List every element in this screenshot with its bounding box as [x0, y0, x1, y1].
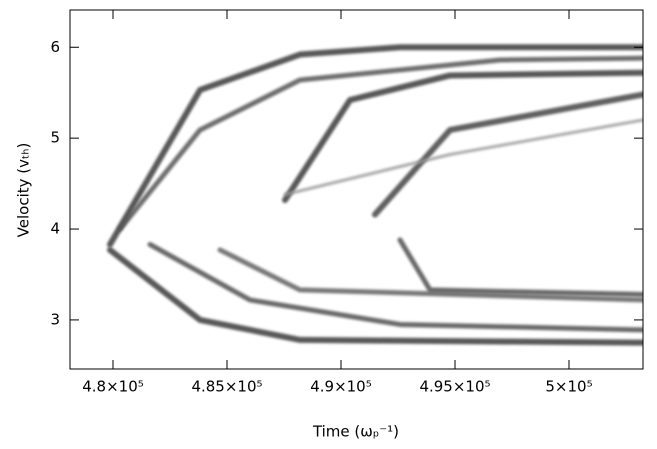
x-tick-label: 4.8×10⁵	[82, 378, 144, 396]
y-axis-label: Velocity (vₜₕ)	[15, 143, 33, 238]
x-axis-label: Time (ωₚ⁻¹)	[312, 423, 399, 441]
track	[397, 237, 643, 297]
x-tick-label: 4.95×10⁵	[419, 378, 490, 396]
x-tick-label: 4.85×10⁵	[191, 378, 262, 396]
x-tick-label: 5×10⁵	[545, 378, 592, 396]
track	[217, 247, 643, 303]
track	[282, 69, 643, 203]
track	[117, 55, 643, 232]
track	[371, 91, 643, 218]
y-tick-label: 6	[50, 38, 60, 56]
track	[106, 44, 643, 248]
track	[147, 241, 643, 333]
y-tick-label: 4	[50, 220, 60, 238]
track	[106, 246, 643, 346]
plot-area	[70, 31, 643, 346]
plot-frame	[69, 9, 644, 370]
y-tick-label: 3	[50, 310, 60, 328]
x-tick-label: 4.9×10⁵	[310, 378, 372, 396]
track	[283, 118, 643, 196]
y-tick-label: 5	[50, 129, 60, 147]
